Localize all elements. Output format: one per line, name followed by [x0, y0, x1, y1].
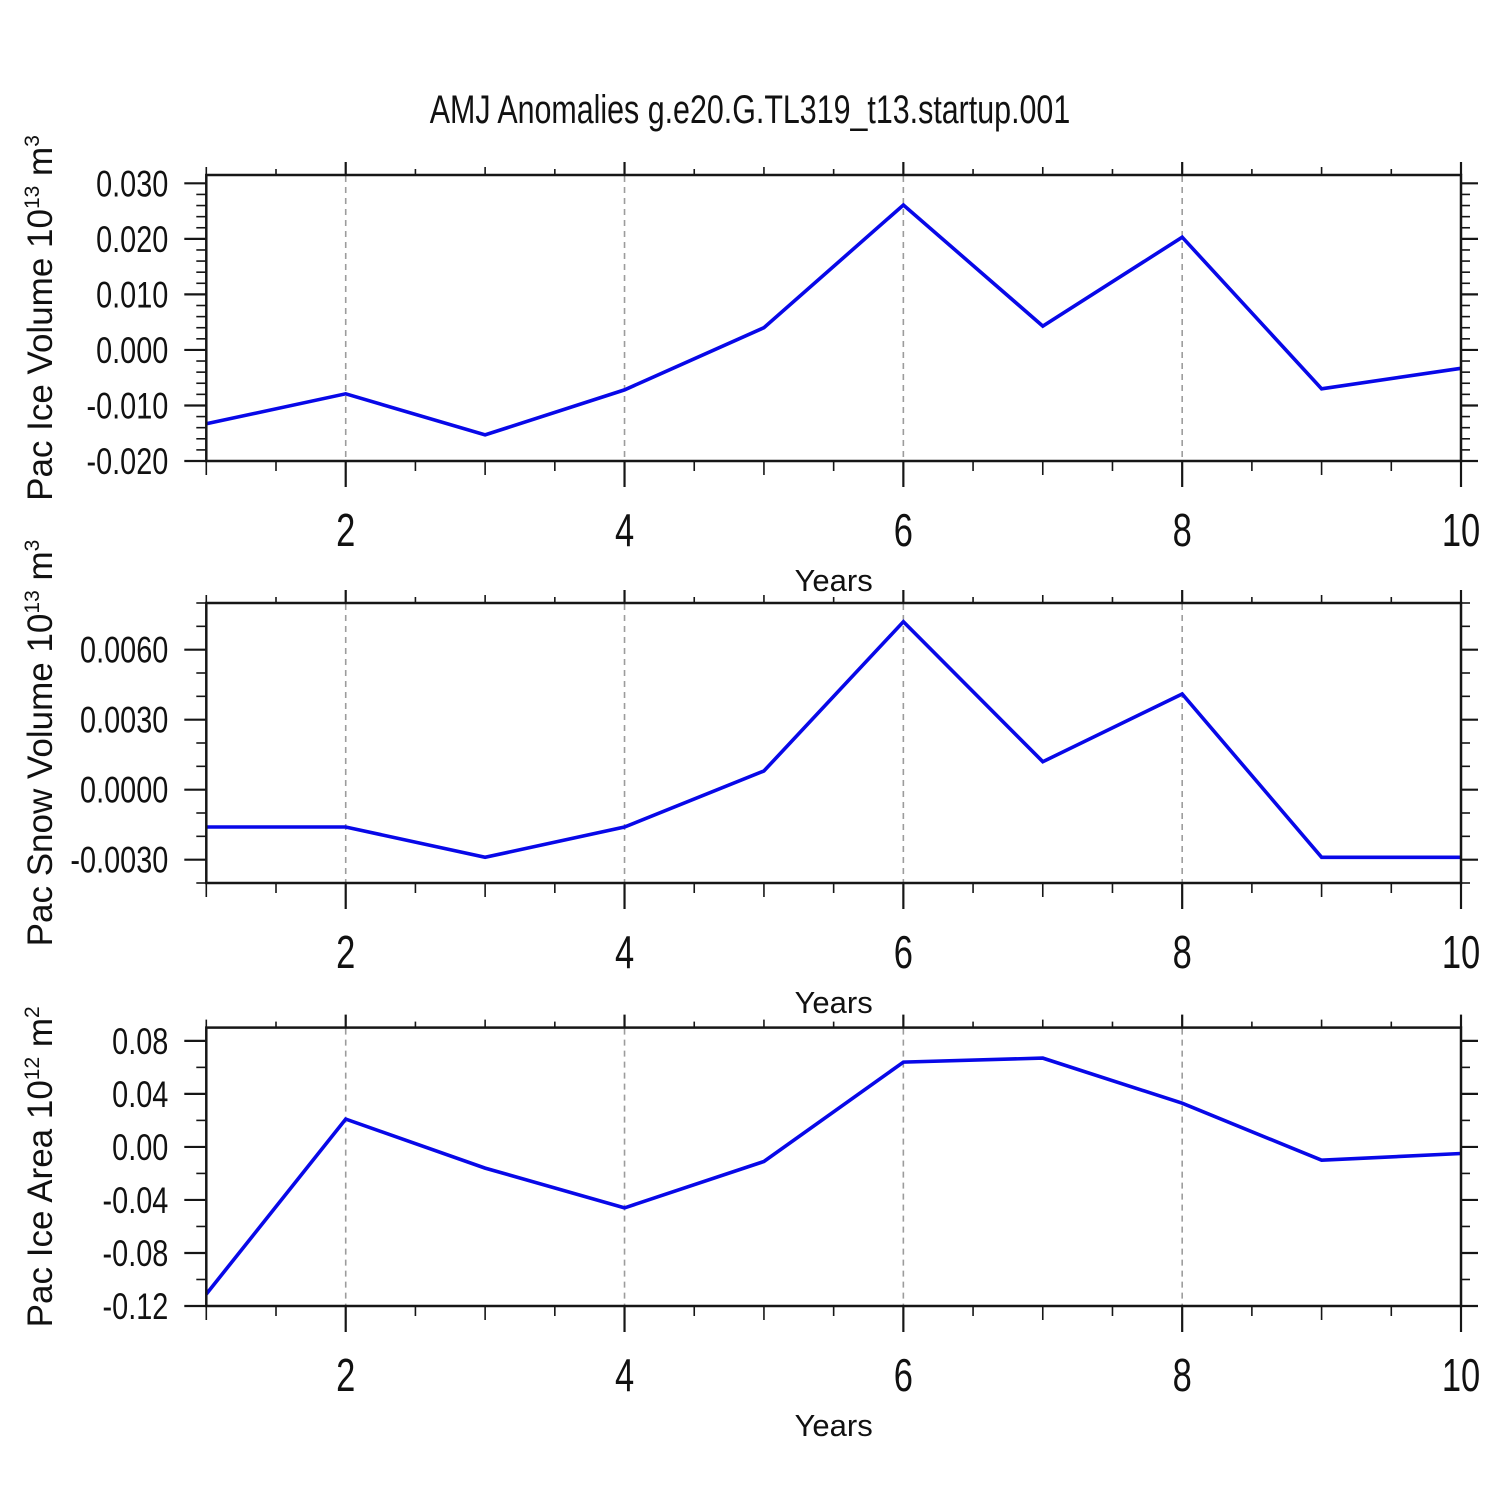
panel-2-xtick-label: 6 [894, 926, 913, 978]
panel-2-yaxis-title: Pac Snow Volume 1013 m3 [21, 540, 60, 947]
panel-1-ytick-label: -0.010 [86, 386, 168, 427]
panel-2-xtick-label: 2 [336, 926, 355, 978]
panel-3-xtick-label: 8 [1173, 1349, 1192, 1401]
panel-1-ytick-label: 0.010 [96, 275, 168, 316]
panel-3-yaxis-title: Pac Ice Area 1012 m2 [21, 1006, 60, 1327]
panel-1-ytick-label: -0.020 [86, 442, 168, 483]
panel-1-xtick-label: 10 [1442, 504, 1480, 556]
panel-1-xtick-label: 2 [336, 504, 355, 556]
panel-2: 0.0060 0.0030 0.0000 -0.0030 2 4 6 8 10 Years Pac … [21, 540, 1480, 1020]
panel-1-xaxis-title: Years [795, 563, 873, 598]
panel-2-xtick-label: 10 [1442, 926, 1480, 978]
panel-2-ytick-label: 0.0000 [80, 770, 168, 811]
chart-title: AMJ Anomalies g.e20.G.TL319_t13.startup.… [429, 88, 1071, 132]
panel-3-ytick-label: 0.08 [112, 1022, 168, 1063]
panel-3-ytick-label: -0.08 [103, 1234, 169, 1275]
panel-2-ytick-label: 0.0030 [80, 700, 168, 741]
panel-3-xaxis-title: Years [795, 1408, 873, 1443]
panel-2-plot-frame [205, 601, 1463, 885]
panel-1-plot-frame [205, 173, 1463, 463]
panel-3-ytick-label: 0.04 [112, 1075, 168, 1116]
panel-1: 0.030 0.020 0.010 0.000 -0.010 -0.020 2 4 6 8 10 Ye… [21, 135, 1480, 598]
panel-2-series-line [206, 619, 1461, 860]
panel-1-xtick-label: 4 [615, 504, 634, 556]
panel-3-ytick-label: -0.04 [103, 1181, 169, 1222]
panel-1-series-line [205, 202, 1462, 437]
panel-1-yaxis-title: Pac Ice Volume 1013 m3 [21, 135, 60, 501]
panel-3: 0.08 0.04 0.00 -0.04 -0.08 -0.12 2 4 6 8 10 Years Pa… [21, 1006, 1480, 1443]
panel-2-xtick-label: 4 [615, 926, 634, 978]
panel-3-xtick-label: 4 [615, 1349, 634, 1401]
panel-3-xtick-label: 2 [336, 1349, 355, 1401]
panel-2-ytick-label: -0.0030 [70, 840, 168, 881]
panel-1-ytick-label: 0.030 [96, 164, 168, 205]
panel-3-ytick-label: 0.00 [112, 1128, 168, 1169]
panel-1-ytick-label: 0.020 [96, 220, 168, 261]
panel-2-xaxis-title: Years [795, 985, 873, 1020]
panel-3-series-line [204, 1056, 1462, 1296]
panel-1-ytick-label: 0.000 [96, 331, 168, 372]
panel-3-plot-frame [205, 1026, 1463, 1308]
panel-2-xtick-label: 8 [1173, 926, 1192, 978]
panel-1-xtick-label: 6 [894, 504, 913, 556]
panel-3-ytick-label: -0.12 [103, 1287, 169, 1328]
panel-1-xtick-label: 8 [1173, 504, 1192, 556]
panel-3-xtick-label: 6 [894, 1349, 913, 1401]
panel-3-xtick-label: 10 [1442, 1349, 1480, 1401]
panel-2-ytick-label: 0.0060 [80, 630, 168, 671]
